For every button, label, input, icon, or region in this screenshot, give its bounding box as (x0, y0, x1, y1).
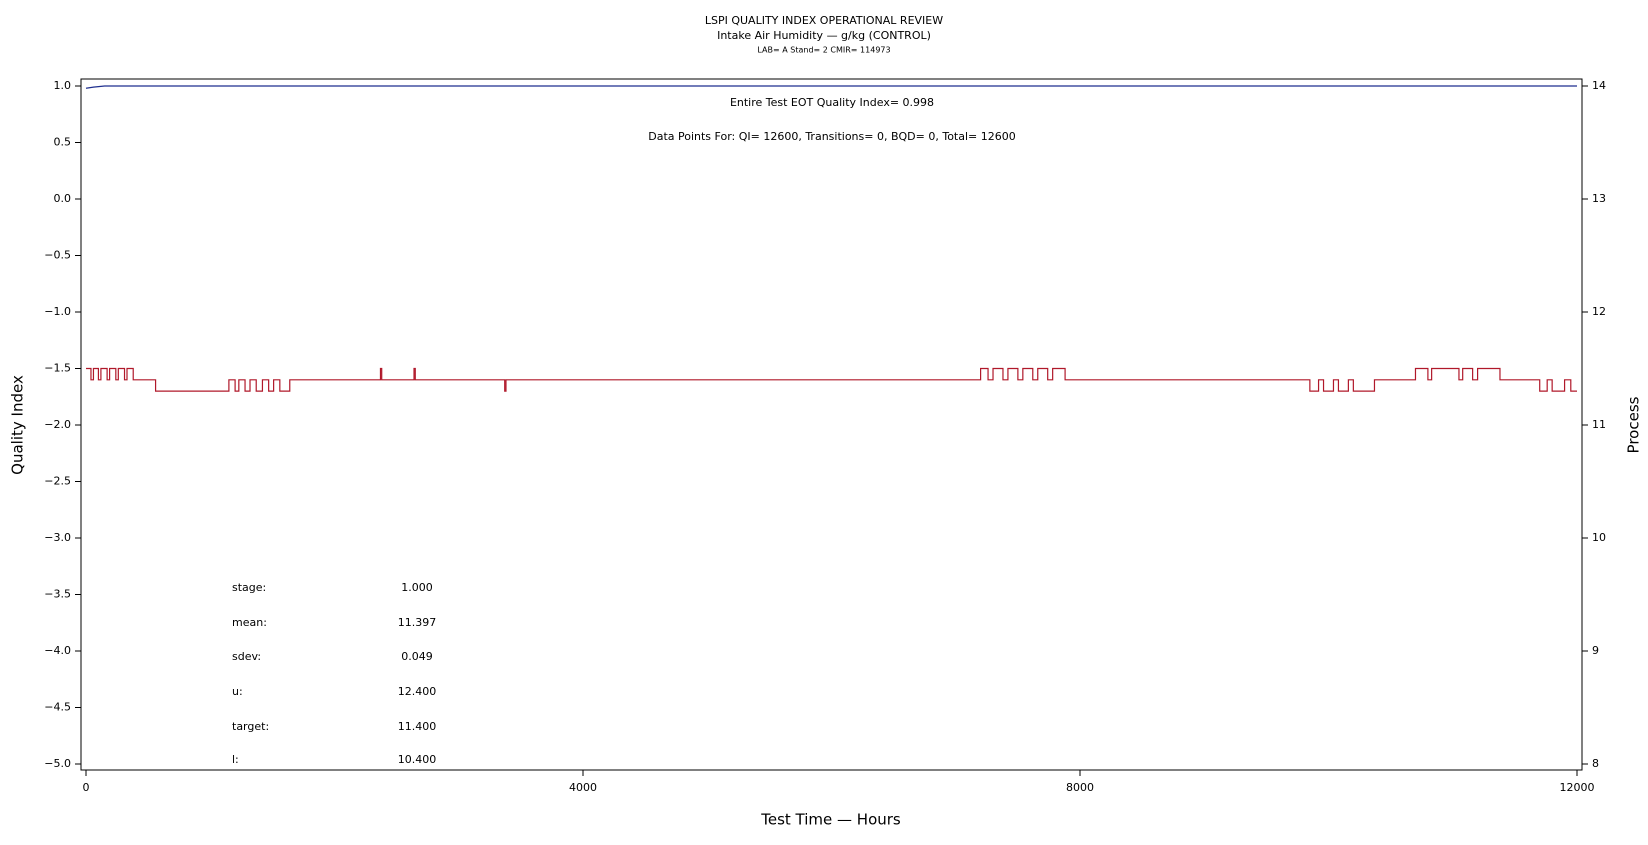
chart-caption: LAB= A Stand= 2 CMIR= 114973 (757, 46, 890, 55)
chart-title: LSPI QUALITY INDEX OPERATIONAL REVIEW (705, 14, 943, 27)
y-tick-label: −4.0 (44, 644, 71, 657)
y-tick-label: 1.0 (54, 79, 72, 92)
stat-label: mean: (232, 616, 267, 629)
stat-value: 1.000 (401, 581, 433, 594)
chart-subtitle: Intake Air Humidity — g/kg (CONTROL) (717, 29, 931, 42)
plot-frame (80, 78, 1583, 771)
stat-label: sdev: (232, 650, 261, 663)
y-tick-label: −0.5 (44, 249, 71, 262)
y2-tick-label: 12 (1592, 305, 1606, 318)
stat-label: target: (232, 720, 269, 733)
y-tick-label: 0.5 (54, 136, 72, 149)
y-tick-label: −4.5 (44, 701, 71, 714)
stat-value: 12.400 (398, 685, 437, 698)
series-line (86, 367, 1577, 392)
y-tick-label: −5.0 (44, 757, 71, 770)
annotation: Entire Test EOT Quality Index= 0.998 (730, 96, 934, 109)
stat-label: l: (232, 753, 239, 766)
stat-value: 10.400 (398, 753, 437, 766)
y-tick-label: −3.5 (44, 588, 71, 601)
y-axis-label: Quality Index (9, 375, 27, 475)
y-tick-label: 0.0 (54, 192, 72, 205)
stat-value: 11.397 (398, 616, 437, 629)
y-tick-label: −2.0 (44, 418, 71, 431)
y2-tick-label: 8 (1592, 757, 1599, 770)
y2-tick-label: 11 (1592, 418, 1606, 431)
x-tick-label: 4000 (569, 781, 597, 794)
y2-tick-label: 10 (1592, 531, 1606, 544)
annotation: Data Points For: QI= 12600, Transitions=… (648, 130, 1016, 143)
stat-value: 0.049 (401, 650, 433, 663)
stat-label: u: (232, 685, 243, 698)
x-tick-label: 0 (83, 781, 90, 794)
y2-tick-label: 9 (1592, 644, 1599, 657)
stat-label: stage: (232, 581, 266, 594)
stat-value: 11.400 (398, 720, 437, 733)
x-tick-label: 12000 (1560, 781, 1595, 794)
y2-tick-label: 14 (1592, 79, 1606, 92)
y-tick-label: −3.0 (44, 531, 71, 544)
x-tick-label: 8000 (1066, 781, 1094, 794)
series-line (85, 85, 1577, 89)
y2-tick-label: 13 (1592, 192, 1606, 205)
y-tick-label: −2.5 (44, 475, 71, 488)
x-axis-label: Test Time — Hours (760, 811, 901, 829)
y2-axis-label: Process (1625, 396, 1643, 453)
y-tick-label: −1.5 (44, 362, 71, 375)
y-tick-label: −1.0 (44, 305, 71, 318)
